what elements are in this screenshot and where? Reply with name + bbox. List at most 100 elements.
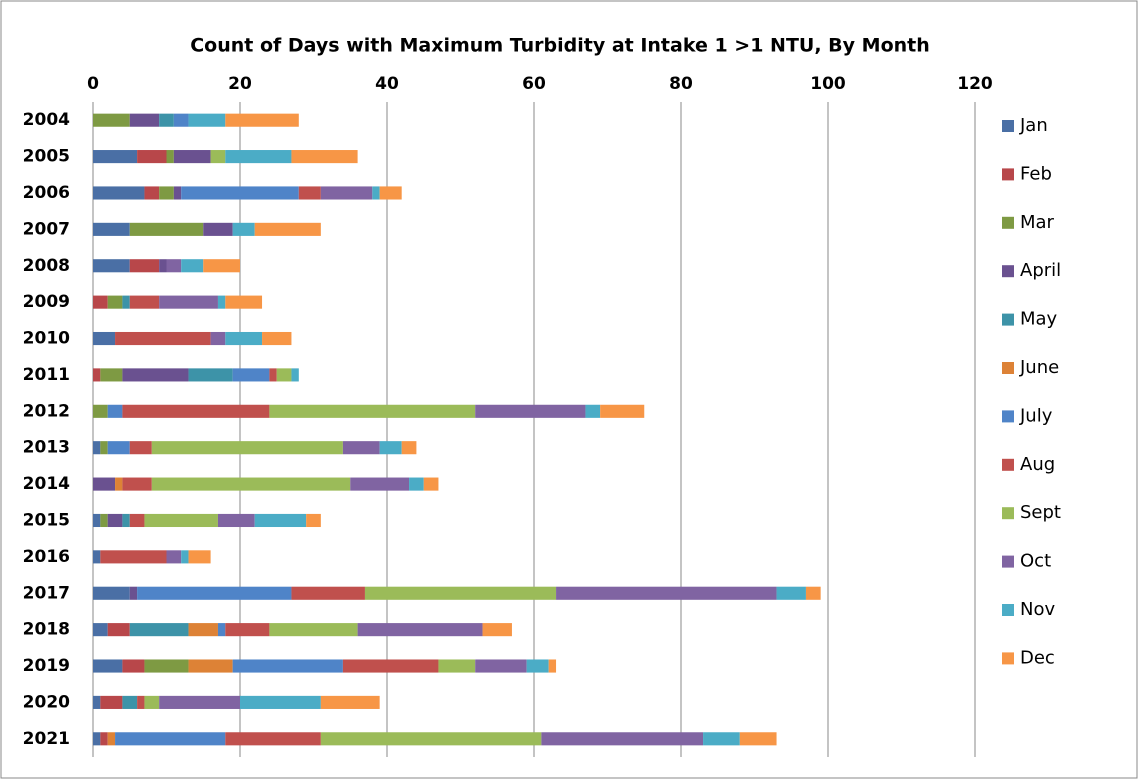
y-tick-label: 2016 [23,547,70,567]
legend-label: Jan [1019,115,1048,136]
y-tick-label: 2005 [23,147,70,167]
bar-segment [137,695,145,709]
bar-segment [423,477,439,491]
bar-segment [93,623,108,637]
bar-segment [159,186,174,200]
bar-segment [129,222,204,236]
legend-swatch [1002,458,1014,471]
bar-segment [217,513,255,528]
bar-segment [159,113,174,127]
y-tick-label: 2021 [23,729,70,749]
bar-segment [585,404,601,418]
bar-segment [291,368,299,382]
legend-swatch [1002,507,1014,520]
bar-segment [93,586,130,600]
bar-segment [306,513,321,528]
x-tick-label: 120 [957,74,993,94]
bar-segment [107,623,130,637]
y-tick-label: 2015 [23,510,70,530]
bar-segment [93,477,116,491]
bar-segment [225,150,292,164]
bar-segment [225,732,321,746]
y-tick-label: 2009 [23,292,70,312]
bar-segment [188,550,211,564]
bar-segment [181,259,204,273]
bar-segment [342,659,439,673]
bar-segment [240,695,321,709]
bar-segment [122,695,138,709]
bar-segment [401,441,417,455]
bar-segment [364,586,557,600]
y-tick-label: 2013 [23,438,70,458]
bar-segment [739,732,777,746]
bar-segment [151,441,343,455]
bar-segment [276,368,292,382]
y-tick-label: 2004 [23,110,70,130]
bar-segment [298,186,321,200]
bar-segment [703,732,740,746]
y-tick-label: 2019 [23,656,70,676]
bar-segment [320,732,542,746]
y-tick-label: 2010 [23,329,70,349]
bar-segment [225,331,263,346]
bar-segment [600,404,645,418]
legend-swatch [1002,555,1014,568]
bar-segment [181,186,299,200]
bar-segment [93,550,101,564]
legend-label: Feb [1020,163,1052,184]
bar-segment [129,441,152,455]
y-tick-label: 2020 [23,692,70,712]
bar-segment [100,368,123,382]
y-tick-label: 2017 [23,583,70,603]
bar-segment [320,695,380,709]
bar-segment [203,222,233,236]
bar-segment [122,295,130,309]
bar-segment [122,659,145,673]
bar-segment [350,477,410,491]
bar-segment [93,150,138,164]
bar-segment [409,477,424,491]
legend-swatch [1002,410,1014,423]
bar-segment [526,659,549,673]
x-tick-label: 100 [810,74,846,94]
bar-segment [107,441,130,455]
bar-segment [173,150,211,164]
bar-segment [379,441,402,455]
x-tick-label: 80 [669,74,693,94]
legend-swatch [1002,216,1014,229]
bar-segment [100,550,167,564]
bar-segment [269,404,476,418]
bar-segment [181,550,189,564]
y-tick-label: 2008 [23,256,70,276]
bar-segment [173,113,189,127]
legend-label: Aug [1020,454,1055,475]
bar-segment [93,295,108,309]
y-tick-label: 2018 [23,620,70,640]
bar-segment [137,586,292,600]
bar-segment [100,441,108,455]
bar-segment [541,732,704,746]
bar-segment [144,695,160,709]
bar-segment [262,331,292,346]
bar-segment [122,404,270,418]
bar-segment [188,623,218,637]
bar-segment [372,186,380,200]
bar-segment [93,732,101,746]
bar-segment [482,623,512,637]
bar-segment [144,186,160,200]
x-tick-label: 20 [228,74,252,94]
legend-swatch [1002,168,1014,181]
bar-segment [166,550,182,564]
bar-segment [144,513,218,528]
bar-segment [93,404,108,418]
x-tick-label: 40 [375,74,399,94]
bar-segment [122,477,152,491]
bar-segment [93,331,116,346]
bar-segment [254,513,307,528]
bar-segment [129,513,145,528]
legend-label: Nov [1020,599,1055,620]
legend-label: June [1019,357,1059,378]
bar-segment [438,659,476,673]
bar-segment [556,586,777,600]
